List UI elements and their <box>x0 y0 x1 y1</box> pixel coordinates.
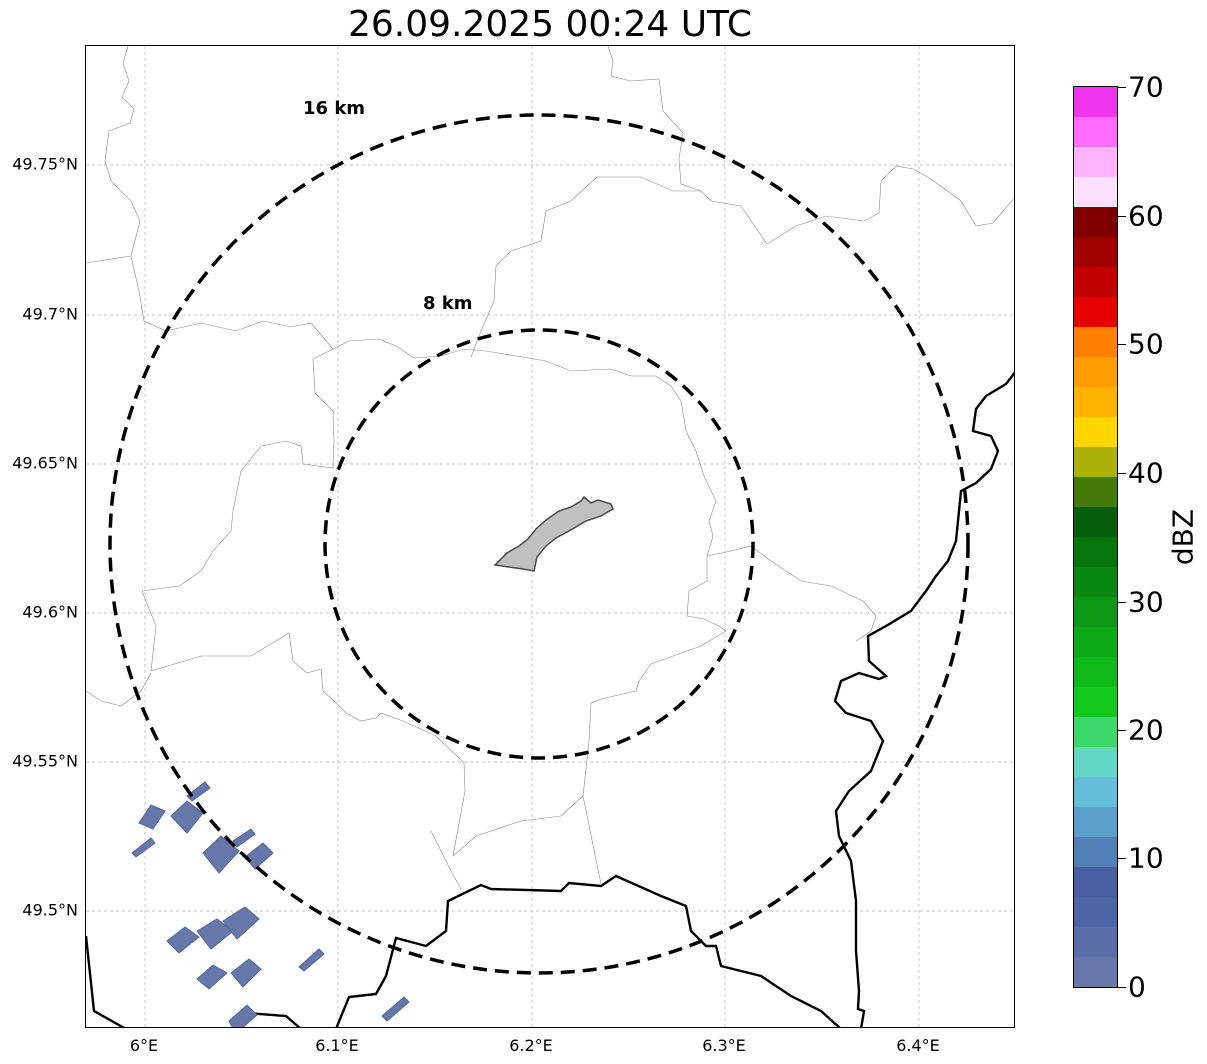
boundary-line <box>470 176 598 358</box>
ring-label-8km: 8 km <box>423 293 473 314</box>
radar-map <box>85 45 1015 1028</box>
country-border <box>86 371 1014 1027</box>
colorbar-tick-label: 0 <box>1128 970 1146 1004</box>
lon-label: 6.2°E <box>509 1036 553 1055</box>
boundary-line <box>597 176 701 192</box>
colorbar-segment <box>1074 87 1117 117</box>
colorbar <box>1073 86 1118 988</box>
colorbar-segment <box>1074 867 1117 897</box>
colorbar-segment <box>1074 957 1117 987</box>
colorbar-segment <box>1074 657 1117 687</box>
lat-label: 49.55°N <box>12 751 78 771</box>
boundary-line <box>141 590 602 885</box>
colorbar-tick <box>1118 987 1126 988</box>
colorbar-segment <box>1074 297 1117 327</box>
colorbar-segment <box>1074 747 1117 777</box>
map-canvas <box>86 46 1014 1027</box>
colorbar-segment <box>1074 267 1117 297</box>
colorbar-tick <box>1118 602 1126 603</box>
colorbar-tick <box>1118 473 1126 474</box>
colorbar-segment <box>1074 237 1117 267</box>
colorbar-segment <box>1074 537 1117 567</box>
lat-label: 49.65°N <box>12 453 78 473</box>
lat-label: 49.75°N <box>12 154 78 174</box>
lat-label: 49.7°N <box>22 304 78 324</box>
boundary-line <box>706 545 877 642</box>
commune-boundaries <box>86 46 1014 890</box>
boundary-line <box>86 672 152 707</box>
echo-cell <box>298 948 325 972</box>
range-ring-8km <box>323 328 755 760</box>
colorbar-segment <box>1074 117 1117 147</box>
colorbar-segment <box>1074 717 1117 747</box>
colorbar-segment <box>1074 387 1117 417</box>
colorbar-segment <box>1074 357 1117 387</box>
echo-cell <box>202 835 240 874</box>
colorbar-segment <box>1074 927 1117 957</box>
colorbar-segment <box>1074 147 1117 177</box>
colorbar-segment <box>1074 327 1117 357</box>
echo-cell <box>228 1004 258 1027</box>
border-south <box>86 935 125 1027</box>
colorbar-tick <box>1118 216 1126 217</box>
colorbar-segment <box>1074 897 1117 927</box>
colorbar-tick <box>1118 344 1126 345</box>
colorbar-title: dBZ <box>1166 508 1200 566</box>
lon-label: 6°E <box>129 1036 159 1055</box>
colorbar-segment <box>1074 567 1117 597</box>
colorbar-tick <box>1118 730 1126 731</box>
lon-label: 6.4°E <box>896 1036 940 1055</box>
border-east <box>833 371 1014 1027</box>
ring-label-16km: 16 km <box>303 98 366 119</box>
colorbar-segment <box>1074 837 1117 867</box>
colorbar-segment <box>1074 687 1117 717</box>
colorbar-segment <box>1074 807 1117 837</box>
colorbar-tick-label: 20 <box>1128 713 1164 747</box>
colorbar-segment <box>1074 207 1117 237</box>
colorbar-tick <box>1118 858 1126 859</box>
lon-label: 6.3°E <box>702 1036 746 1055</box>
colorbar-segment <box>1074 777 1117 807</box>
echo-cell <box>196 964 228 990</box>
colorbar-tick-label: 70 <box>1128 70 1164 104</box>
radar-site-area <box>493 495 614 572</box>
lon-label: 6.1°E <box>315 1036 359 1055</box>
colorbar-segment <box>1074 597 1117 627</box>
colorbar-tick-label: 60 <box>1128 199 1164 233</box>
range-rings <box>108 113 970 975</box>
echo-cell <box>138 804 166 830</box>
echo-cell <box>381 996 410 1022</box>
echo-cell <box>222 906 260 940</box>
colorbar-tick-label: 40 <box>1128 456 1164 490</box>
colorbar-segment <box>1074 627 1117 657</box>
colorbar-segment <box>1074 507 1117 537</box>
colorbar-tick-label: 10 <box>1128 841 1164 875</box>
gridlines <box>86 46 1014 1027</box>
echo-cell <box>131 837 156 858</box>
echo-cell <box>232 828 256 848</box>
lat-label: 49.6°N <box>22 602 78 622</box>
radar-echoes <box>131 781 410 1027</box>
colorbar-segment <box>1074 477 1117 507</box>
echo-cell <box>166 926 200 954</box>
echo-cell <box>186 781 211 802</box>
colorbar-tick-label: 50 <box>1128 327 1164 361</box>
colorbar-tick-label: 30 <box>1128 585 1164 619</box>
colorbar-tick <box>1118 87 1126 88</box>
border-south <box>335 874 841 1027</box>
boundary-line <box>332 338 727 797</box>
echo-cell <box>244 842 274 870</box>
boundary-line <box>130 255 335 592</box>
colorbar-segment <box>1074 177 1117 207</box>
boundary-line <box>430 830 462 890</box>
colorbar-segment <box>1074 417 1117 447</box>
range-ring-16km <box>108 113 970 975</box>
echo-cell <box>230 958 262 988</box>
boundary-line <box>607 46 1014 245</box>
colorbar-segment <box>1074 447 1117 477</box>
lat-label: 49.5°N <box>22 900 78 920</box>
map-title: 26.09.2025 00:24 UTC <box>347 4 753 45</box>
boundary-line <box>86 46 141 264</box>
